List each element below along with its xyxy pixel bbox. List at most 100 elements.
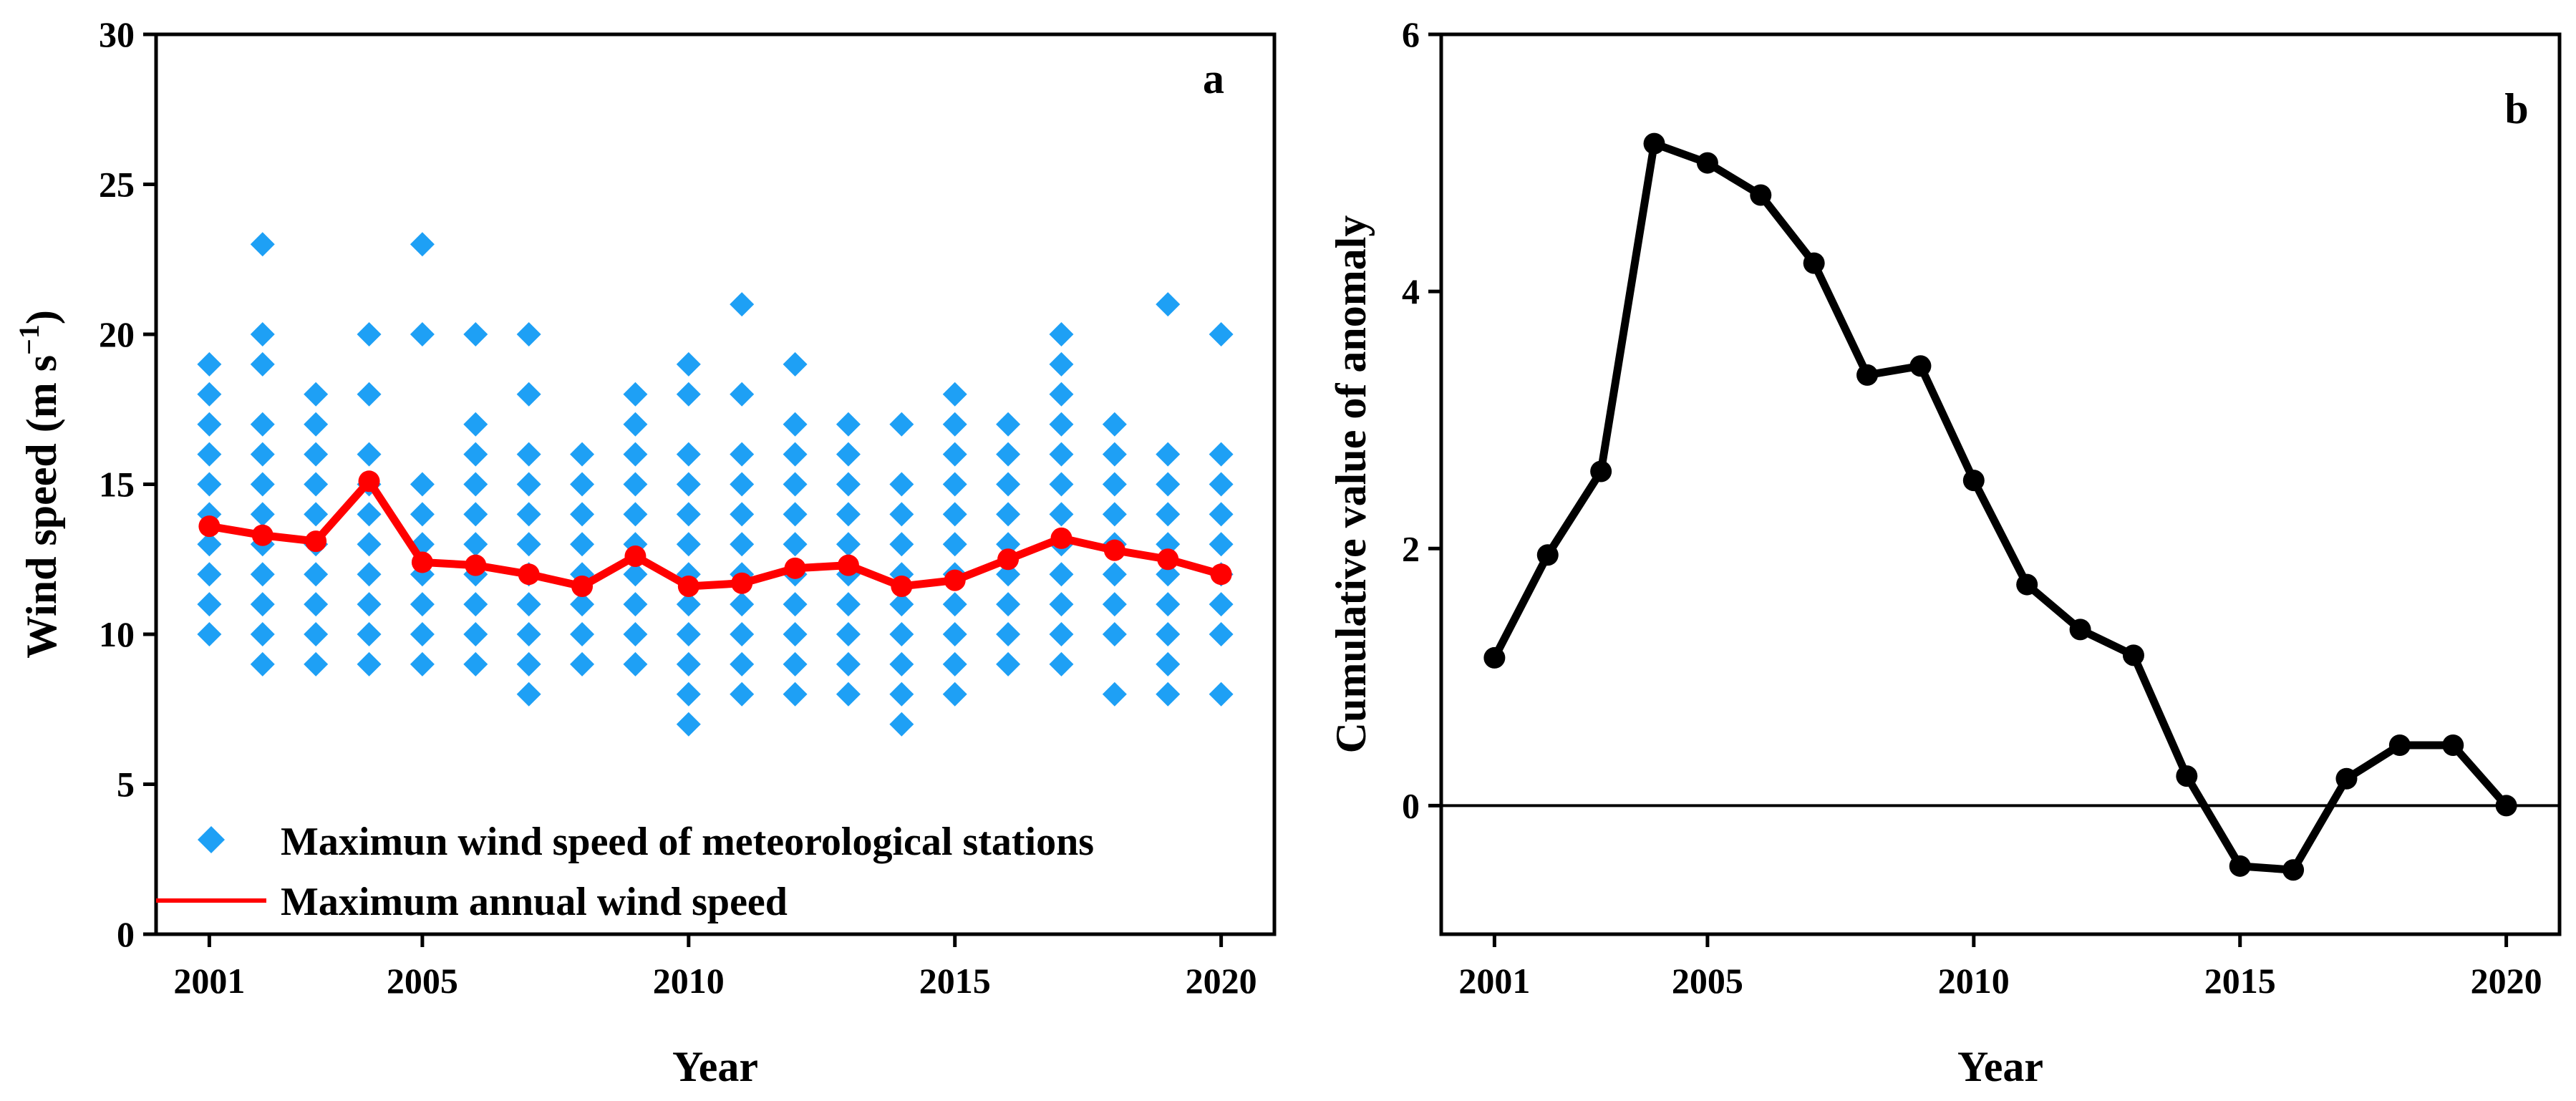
station-point (1156, 592, 1181, 617)
y-axis-label-text: Wind speed (m s (18, 355, 65, 659)
station-point (1102, 412, 1127, 437)
station-point (410, 622, 435, 646)
station-point (996, 562, 1021, 587)
cumulative-series-line (1491, 140, 2509, 874)
station-point (410, 232, 435, 257)
annual-line-layer (198, 470, 1232, 597)
station-point (197, 532, 222, 557)
station-point (570, 442, 595, 467)
station-point (836, 472, 861, 497)
station-point (1049, 442, 1074, 467)
station-point (304, 472, 329, 497)
station-point (623, 622, 648, 646)
panel-b-frame (1439, 32, 2562, 936)
station-point (1102, 682, 1127, 707)
station-point (304, 442, 329, 467)
station-point (942, 502, 967, 527)
station-point (676, 472, 701, 497)
station-point (357, 382, 382, 407)
station-point (516, 622, 541, 646)
annual-point (198, 515, 221, 538)
station-point (996, 442, 1021, 467)
cumulative-point (1750, 184, 1772, 206)
y-tick-label: 25 (99, 165, 135, 205)
cumulative-point (1536, 544, 1559, 566)
station-point (730, 442, 755, 467)
annual-point (518, 563, 540, 586)
station-point (783, 532, 808, 557)
station-point (197, 442, 222, 467)
station-point (250, 442, 275, 467)
annual-point (624, 545, 647, 568)
panel-a-letter: a (1203, 55, 1224, 102)
cumulative-point (1856, 364, 1879, 386)
station-point (783, 412, 808, 437)
station-point (942, 412, 967, 437)
annual-point (305, 530, 327, 553)
x-tick-label: 2005 (387, 961, 458, 1001)
station-point (304, 592, 329, 617)
station-point (676, 382, 701, 407)
station-point (250, 622, 275, 646)
panel-b-y-axis-label: Cumulative value of anomaly (1327, 215, 1375, 754)
station-point (516, 442, 541, 467)
y-tick-label: 30 (99, 14, 135, 54)
station-point (463, 622, 488, 646)
station-point (996, 622, 1021, 646)
station-point (1156, 472, 1181, 497)
cumulative-point (2335, 767, 2358, 790)
station-point (942, 442, 967, 467)
station-point (516, 472, 541, 497)
station-point (570, 502, 595, 527)
station-point (304, 502, 329, 527)
station-point (250, 322, 275, 346)
station-point (304, 382, 329, 407)
station-point (197, 592, 222, 617)
station-point (1156, 292, 1181, 317)
station-point (783, 622, 808, 646)
x-tick-label: 2015 (919, 961, 991, 1001)
station-point (1102, 442, 1127, 467)
station-point (570, 651, 595, 676)
panel-a: 0 5 10 15 20 25 30 2001 2005 2010 2015 2020 a Year… (13, 14, 1277, 1090)
station-point (783, 472, 808, 497)
station-point (889, 532, 914, 557)
station-point (623, 442, 648, 467)
station-point (357, 532, 382, 557)
cumulative-point (2442, 734, 2464, 757)
station-point (1209, 502, 1234, 527)
station-point (1102, 472, 1127, 497)
annual-point (358, 470, 380, 493)
station-point (783, 351, 808, 377)
station-point (1049, 382, 1074, 407)
panel-a-legend: Maximun wind speed of meteorological sta… (156, 820, 1094, 924)
station-point (996, 502, 1021, 527)
station-point (996, 412, 1021, 437)
station-point (730, 472, 755, 497)
cumulative-point (1590, 460, 1612, 482)
station-point (197, 412, 222, 437)
station-point (623, 651, 648, 676)
panel-b: 0 2 4 6 2001 2005 2010 2015 2020 b Year Cumulat… (1327, 14, 2562, 1090)
station-point (676, 592, 701, 617)
x-tick-label: 2010 (1938, 961, 2010, 1001)
x-tick-label: 2001 (1458, 961, 1530, 1001)
station-scatter-layer (197, 232, 1234, 737)
station-point (357, 502, 382, 527)
station-point (730, 502, 755, 527)
station-point (1156, 682, 1181, 707)
panel-b-x-axis-label: Year (1957, 1043, 2043, 1090)
station-point (1049, 502, 1074, 527)
station-point (197, 382, 222, 407)
station-point (676, 651, 701, 676)
annual-point (465, 554, 487, 576)
station-point (1156, 562, 1181, 587)
cumulative-point (1696, 152, 1718, 174)
station-point (1209, 442, 1234, 467)
station-point (676, 622, 701, 646)
station-point (730, 592, 755, 617)
station-point (1102, 502, 1127, 527)
station-point (623, 382, 648, 407)
station-point (1049, 622, 1074, 646)
